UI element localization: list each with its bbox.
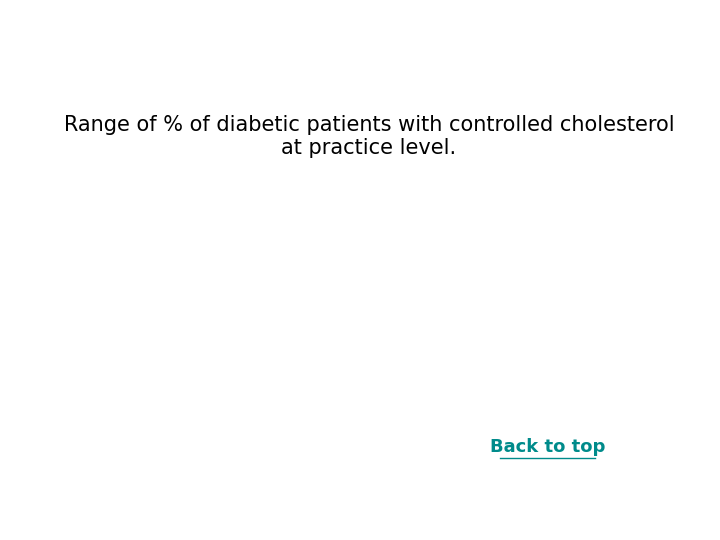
Text: Range of % of diabetic patients with controlled cholesterol
at practice level.: Range of % of diabetic patients with con… xyxy=(63,114,675,158)
Text: Back to top: Back to top xyxy=(490,437,606,456)
